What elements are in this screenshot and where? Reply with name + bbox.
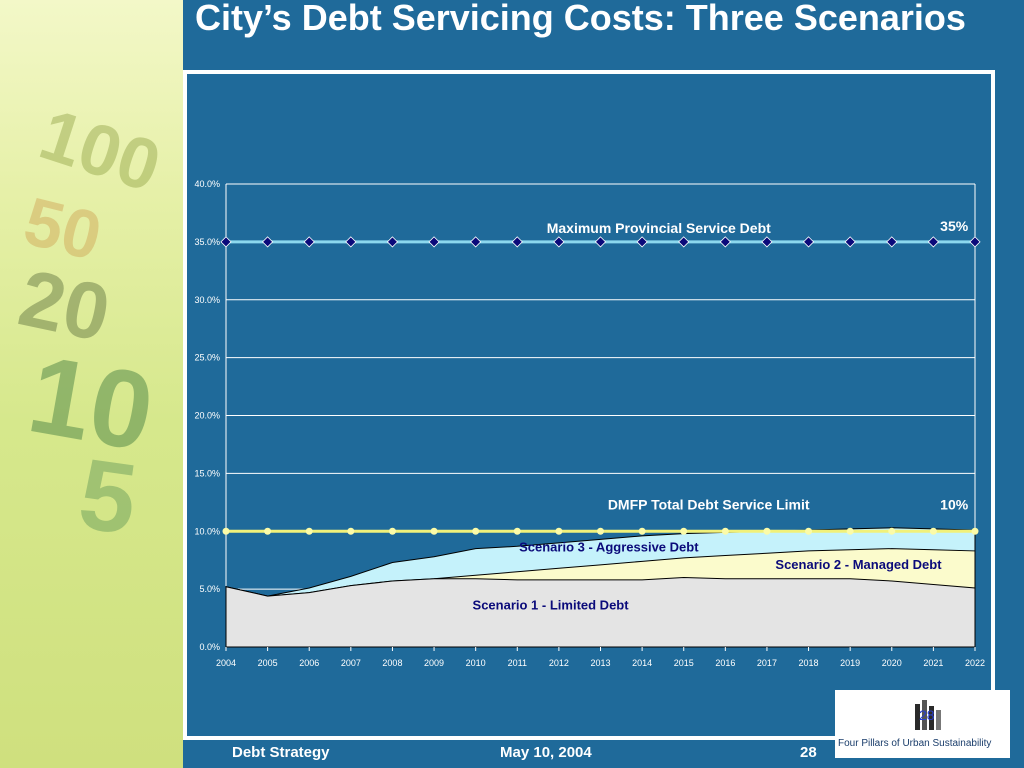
y-tick-label: 10.0% xyxy=(194,526,220,536)
y-tick-label: 5.0% xyxy=(199,584,220,594)
provincial-limit-marker xyxy=(927,236,939,248)
dmfp-limit-value-label: 10% xyxy=(940,496,969,512)
y-tick-label: 25.0% xyxy=(194,353,220,363)
provincial-limit-marker xyxy=(470,236,482,248)
provincial-limit-marker xyxy=(345,236,357,248)
dmfp-limit-marker xyxy=(638,527,646,535)
x-tick-label: 2009 xyxy=(424,658,444,668)
footer-date: May 10, 2004 xyxy=(500,744,592,761)
x-tick-label: 2014 xyxy=(632,658,652,668)
provincial-limit-marker xyxy=(262,236,274,248)
y-tick-label: 30.0% xyxy=(194,295,220,305)
x-tick-label: 2010 xyxy=(466,658,486,668)
x-tick-label: 2005 xyxy=(258,658,278,668)
dmfp-limit-label: DMFP Total Debt Service Limit xyxy=(608,496,810,512)
footer-page-number: 28 xyxy=(800,744,817,761)
provincial-limit-marker xyxy=(761,236,773,248)
provincial-limit-marker xyxy=(719,236,731,248)
provincial-limit-marker xyxy=(802,236,815,248)
provincial-limit-marker xyxy=(386,236,399,248)
dmfp-limit-marker xyxy=(264,527,272,535)
slide-title: City’s Debt Servicing Costs: Three Scena… xyxy=(195,0,966,38)
dmfp-limit-marker xyxy=(388,527,396,535)
x-tick-label: 2019 xyxy=(840,658,860,668)
dmfp-limit-marker xyxy=(513,527,521,535)
x-tick-label: 2011 xyxy=(508,658,527,668)
x-tick-label: 2008 xyxy=(382,658,402,668)
x-tick-label: 2017 xyxy=(757,658,777,668)
x-tick-label: 2018 xyxy=(799,658,819,668)
dmfp-limit-marker xyxy=(805,527,813,535)
provincial-limit-marker xyxy=(511,236,523,248)
dmfp-limit-marker xyxy=(222,527,230,535)
chart-frame xyxy=(183,70,995,740)
footer-section-title: Debt Strategy xyxy=(232,744,330,761)
dmfp-limit-marker xyxy=(430,527,438,535)
x-tick-label: 2012 xyxy=(549,658,569,668)
x-tick-label: 2007 xyxy=(341,658,361,668)
x-tick-label: 2021 xyxy=(923,658,943,668)
dmfp-limit-marker xyxy=(846,527,854,535)
provincial-limit-marker xyxy=(678,236,690,248)
provincial-limit-marker xyxy=(844,236,856,248)
y-tick-label: 40.0% xyxy=(194,179,220,189)
x-tick-label: 2015 xyxy=(674,658,694,668)
provincial-limit-marker xyxy=(886,236,898,248)
dmfp-limit-marker xyxy=(763,527,771,535)
x-tick-label: 2020 xyxy=(882,658,902,668)
dmfp-limit-marker xyxy=(721,527,729,535)
provincial-limit-marker xyxy=(428,236,440,248)
provincial-limit-marker xyxy=(594,236,607,248)
y-tick-label: 35.0% xyxy=(194,237,220,247)
dmfp-limit-marker xyxy=(347,527,355,535)
scenario-1-label: Scenario 1 - Limited Debt xyxy=(473,597,630,612)
dmfp-limit-marker xyxy=(472,527,480,535)
provincial-limit-marker xyxy=(303,236,315,248)
x-tick-label: 2013 xyxy=(590,658,610,668)
dmfp-limit-marker xyxy=(888,527,896,535)
dmfp-limit-marker xyxy=(971,527,979,535)
scenario-3-label: Scenario 3 - Aggressive Debt xyxy=(519,540,699,555)
provincial-limit-label: Maximum Provincial Service Debt xyxy=(547,220,771,236)
money-background-image: 100 50 20 10 5 xyxy=(0,0,183,768)
dmfp-limit-marker xyxy=(929,527,937,535)
logo-text: Four Pillars of Urban Sustainability xyxy=(838,738,992,749)
y-tick-label: 20.0% xyxy=(194,411,220,421)
dmfp-limit-marker xyxy=(597,527,604,535)
scenario-2-label: Scenario 2 - Managed Debt xyxy=(775,557,942,572)
provincial-limit-marker xyxy=(636,236,648,248)
x-tick-label: 2016 xyxy=(715,658,735,668)
area-series-1 xyxy=(225,577,976,648)
provincial-limit-value-label: 35% xyxy=(940,218,969,234)
y-tick-label: 15.0% xyxy=(194,468,220,478)
dmfp-limit-marker xyxy=(680,527,688,535)
x-tick-label: 2006 xyxy=(299,658,319,668)
provincial-limit-marker xyxy=(220,236,232,248)
provincial-limit-marker xyxy=(969,236,981,248)
provincial-limit-marker xyxy=(553,236,565,248)
y-tick-label: 0.0% xyxy=(199,642,220,652)
x-tick-label: 2004 xyxy=(216,658,236,668)
dmfp-limit-marker xyxy=(555,527,563,535)
pillars-icon: 28 xyxy=(915,700,941,730)
logo-badge: 28 xyxy=(919,707,935,723)
x-tick-label: 2022 xyxy=(965,658,985,668)
dmfp-limit-marker xyxy=(305,527,313,535)
four-pillars-logo: 28 Four Pillars of Urban Sustainability xyxy=(835,690,1010,758)
